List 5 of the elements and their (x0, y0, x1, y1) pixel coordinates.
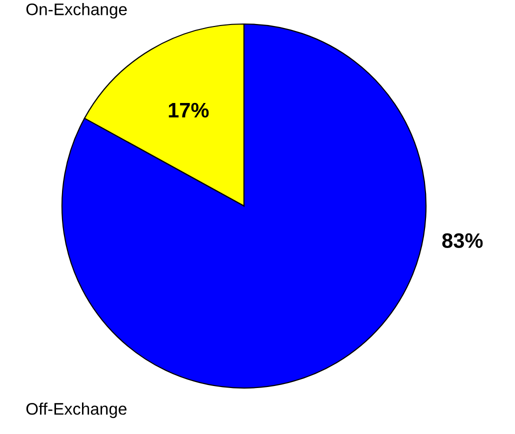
data-label: 83% (442, 233, 483, 248)
pie-slice (61, 23, 427, 389)
slice-label: Off-Exchange (26, 402, 126, 418)
slice-label: On-Exchange (26, 3, 127, 19)
data-label: 17% (168, 102, 209, 118)
